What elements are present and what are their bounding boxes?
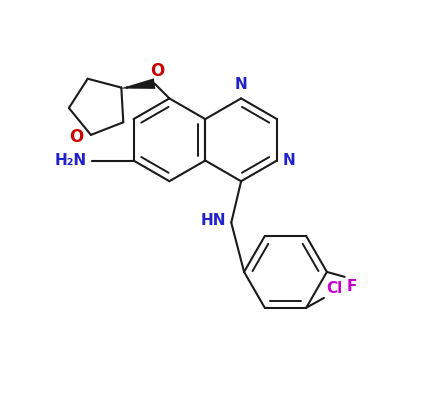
Text: N: N (283, 153, 295, 168)
Text: H₂N: H₂N (55, 153, 87, 168)
Text: HN: HN (201, 213, 226, 228)
Text: F: F (346, 279, 357, 294)
Polygon shape (120, 78, 156, 89)
Text: O: O (151, 62, 164, 80)
Text: Cl: Cl (326, 281, 342, 296)
Text: N: N (235, 78, 248, 93)
Text: O: O (69, 128, 83, 146)
